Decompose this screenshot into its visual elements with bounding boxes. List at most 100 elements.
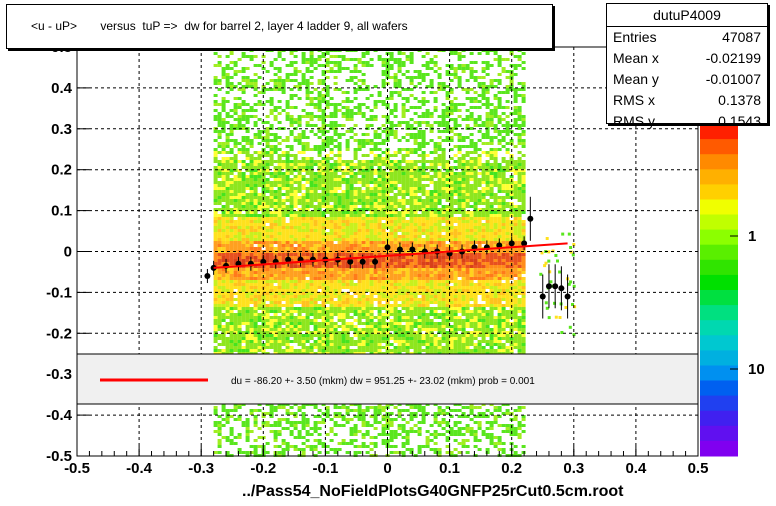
heatmap-cell xyxy=(409,427,414,430)
heatmap-cell xyxy=(229,199,234,202)
heatmap-cell xyxy=(225,343,230,346)
heatmap-cell xyxy=(277,325,282,328)
heatmap-cell xyxy=(357,295,362,298)
heatmap-cell xyxy=(401,166,406,169)
heatmap-cell xyxy=(269,175,274,178)
heatmap-cell xyxy=(361,340,366,343)
heatmap-cell xyxy=(237,334,242,337)
heatmap-cell xyxy=(333,235,338,238)
heatmap-cell xyxy=(217,337,222,340)
heatmap-cell xyxy=(221,148,226,151)
heatmap-cell xyxy=(349,130,354,133)
heatmap-cell xyxy=(417,214,422,217)
heatmap-cell xyxy=(233,442,238,445)
heatmap-cell xyxy=(241,196,246,199)
heatmap-cell xyxy=(261,85,266,88)
heatmap-cell xyxy=(377,148,382,151)
heatmap-cell xyxy=(357,304,362,307)
heatmap-cell xyxy=(309,64,314,67)
heatmap-cell xyxy=(385,73,390,76)
heatmap-cell xyxy=(269,151,274,154)
heatmap-cell xyxy=(357,340,362,343)
heatmap-cell xyxy=(297,337,302,340)
heatmap-cell xyxy=(305,310,310,313)
heatmap-cell xyxy=(249,313,254,316)
heatmap-cell xyxy=(349,118,354,121)
heatmap-cell xyxy=(313,325,318,328)
heatmap-cell xyxy=(269,301,274,304)
heatmap-cell xyxy=(221,319,226,322)
heatmap-cell xyxy=(261,103,266,106)
heatmap-cell xyxy=(317,172,322,175)
heatmap-cell xyxy=(285,166,290,169)
heatmap-cell xyxy=(285,73,290,76)
heatmap-cell xyxy=(349,160,354,163)
heatmap-cell xyxy=(341,55,346,58)
heatmap-cell xyxy=(365,286,370,289)
heatmap-cell xyxy=(281,151,286,154)
heatmap-cell xyxy=(409,283,414,286)
heatmap-cell xyxy=(273,88,278,91)
heatmap-cell xyxy=(305,301,310,304)
heatmap-cell xyxy=(337,412,342,415)
heatmap-cell xyxy=(217,79,222,82)
heatmap-cell xyxy=(341,223,346,226)
heatmap-cell xyxy=(221,178,226,181)
heatmap-cell xyxy=(341,211,346,214)
heatmap-cell xyxy=(413,256,418,259)
heatmap-cell xyxy=(357,319,362,322)
heatmap-cell xyxy=(305,208,310,211)
heatmap-cell xyxy=(293,421,298,424)
heatmap-cell xyxy=(221,118,226,121)
heatmap-cell xyxy=(325,85,330,88)
heatmap-cell xyxy=(249,247,254,250)
heatmap-cell xyxy=(245,166,250,169)
heatmap-cell xyxy=(269,163,274,166)
heatmap-cell xyxy=(329,313,334,316)
heatmap-cell xyxy=(393,268,398,271)
heatmap-cell xyxy=(289,274,294,277)
heatmap-cell xyxy=(333,193,338,196)
heatmap-cell xyxy=(261,349,266,352)
heatmap-cell xyxy=(217,301,222,304)
heatmap-cell xyxy=(369,301,374,304)
heatmap-cell xyxy=(405,175,410,178)
heatmap-cell xyxy=(329,199,334,202)
heatmap-cell xyxy=(213,118,218,121)
heatmap-cell xyxy=(393,151,398,154)
heatmap-cell xyxy=(405,259,410,262)
heatmap-cell xyxy=(373,340,378,343)
heatmap-cell xyxy=(289,163,294,166)
heatmap-cell xyxy=(369,436,374,439)
heatmap-cell xyxy=(353,235,358,238)
heatmap-cell xyxy=(413,331,418,334)
heatmap-cell xyxy=(345,58,350,61)
heatmap-cell xyxy=(341,217,346,220)
heatmap-cell xyxy=(249,184,254,187)
heatmap-cell xyxy=(365,421,370,424)
heatmap-cell xyxy=(257,295,262,298)
heatmap-cell xyxy=(221,109,226,112)
heatmap-cell xyxy=(241,235,246,238)
heatmap-cell xyxy=(353,298,358,301)
heatmap-cell xyxy=(413,217,418,220)
heatmap-cell xyxy=(309,277,314,280)
heatmap-cell xyxy=(325,115,330,118)
heatmap-cell xyxy=(377,196,382,199)
heatmap-cell xyxy=(289,271,294,274)
heatmap-cell xyxy=(225,145,230,148)
heatmap-cell xyxy=(321,277,326,280)
heatmap-cell xyxy=(213,160,218,163)
heatmap-cell xyxy=(293,61,298,64)
heatmap-cell xyxy=(261,289,266,292)
heatmap-cell xyxy=(285,190,290,193)
heatmap-cell xyxy=(301,262,306,265)
heatmap-cell xyxy=(397,199,402,202)
heatmap-cell xyxy=(329,124,334,127)
heatmap-cell xyxy=(301,346,306,349)
heatmap-cell xyxy=(233,214,238,217)
heatmap-cell xyxy=(229,208,234,211)
heatmap-cell xyxy=(365,310,370,313)
heatmap-cell xyxy=(281,193,286,196)
heatmap-cell xyxy=(369,307,374,310)
